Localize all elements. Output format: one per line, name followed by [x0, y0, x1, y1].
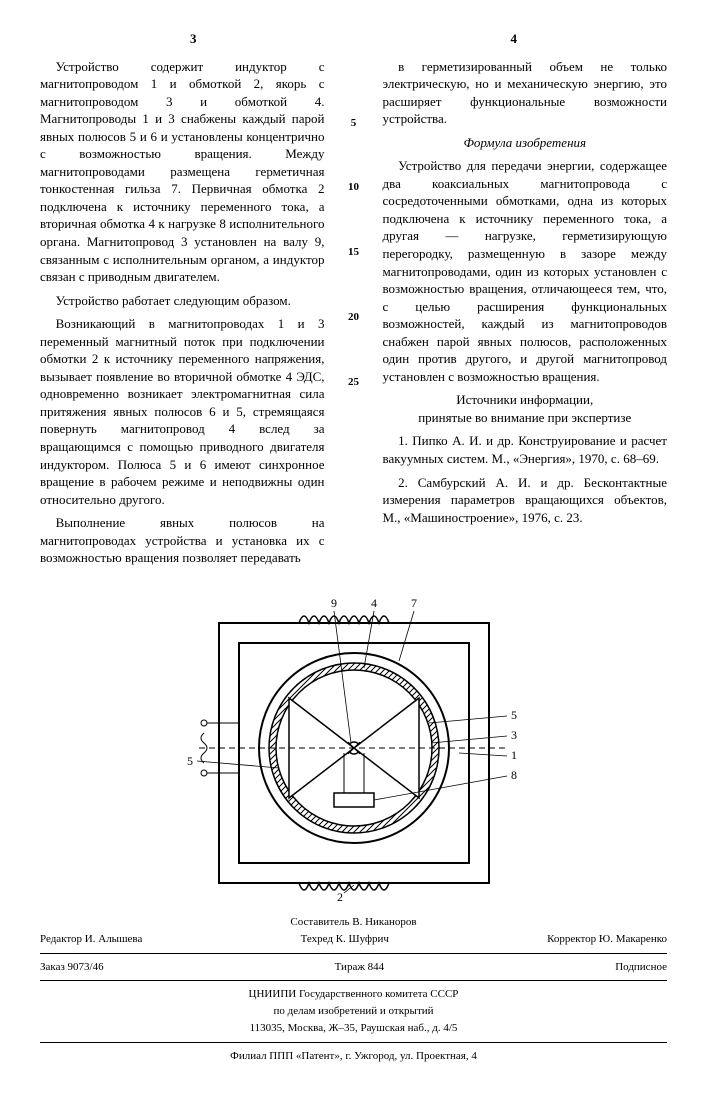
compiler: Составитель В. Никаноров [40, 915, 667, 930]
right-para-2: Устройство для передачи энергии, содержа… [383, 157, 668, 385]
diagram-label-2: 2 [337, 890, 343, 903]
diagram-label-4: 4 [371, 596, 377, 610]
diagram-label-7: 7 [411, 596, 417, 610]
org-line2: по делам изобретений и открытий [40, 1004, 667, 1019]
sources-title-line2: принятые во внимание при экспертизе [418, 410, 631, 425]
credits-block: Составитель В. Никаноров Редактор И. Алы… [40, 915, 667, 1064]
corrector: Корректор Ю. Макаренко [547, 932, 667, 947]
sources-title: Источники информации, принятые во вниман… [383, 391, 668, 426]
diagram-label-3: 3 [511, 728, 517, 742]
diagram-label-5a: 5 [511, 708, 517, 722]
line-number-gutter: 5 10 15 20 25 [345, 58, 363, 573]
editor: Редактор И. Алышева [40, 932, 142, 947]
line-mark: 5 [345, 116, 363, 131]
page-num-left: 3 [190, 30, 197, 48]
left-para-2: Устройство работает следующим образом. [40, 292, 325, 310]
line-mark: 20 [345, 310, 363, 325]
right-para-1: в герметизированный объем не только элек… [383, 58, 668, 128]
page-num-right: 4 [511, 30, 518, 48]
line-mark: 15 [345, 245, 363, 260]
formula-title: Формула изобретения [383, 134, 668, 152]
reference-2: 2. Самбурский А. И. и др. Бесконтактные … [383, 474, 668, 527]
right-column: в герметизированный объем не только элек… [383, 58, 668, 573]
left-para-3: Возникающий в магнитопроводах 1 и 3 пере… [40, 315, 325, 508]
device-diagram: 9 4 7 5 3 1 8 5 2 [179, 593, 529, 903]
filial: Филиал ППП «Патент», г. Ужгород, ул. Про… [40, 1049, 667, 1064]
diagram-label-5b: 5 [187, 754, 193, 768]
order-num: Заказ 9073/46 [40, 960, 104, 975]
diagram-label-1: 1 [511, 748, 517, 762]
org-line1: ЦНИИПИ Государственного комитета СССР [40, 987, 667, 1002]
left-column: Устройство содержит индуктор с магнитопр… [40, 58, 325, 573]
left-para-4: Выполнение явных полюсов на магнитопрово… [40, 514, 325, 567]
reference-1: 1. Пипко А. И. и др. Конструирование и р… [383, 432, 668, 467]
left-para-1: Устройство содержит индуктор с магнитопр… [40, 58, 325, 286]
address: 113035, Москва, Ж–35, Раушская наб., д. … [40, 1021, 667, 1036]
podpisnoe: Подписное [615, 960, 667, 975]
techred: Техред К. Шуфрич [301, 932, 389, 947]
sources-title-line1: Источники информации, [456, 392, 593, 407]
diagram-label-8: 8 [511, 768, 517, 782]
diagram-label-9: 9 [331, 596, 337, 610]
tirazh: Тираж 844 [335, 960, 385, 975]
line-mark: 25 [345, 375, 363, 390]
line-mark: 10 [345, 180, 363, 195]
